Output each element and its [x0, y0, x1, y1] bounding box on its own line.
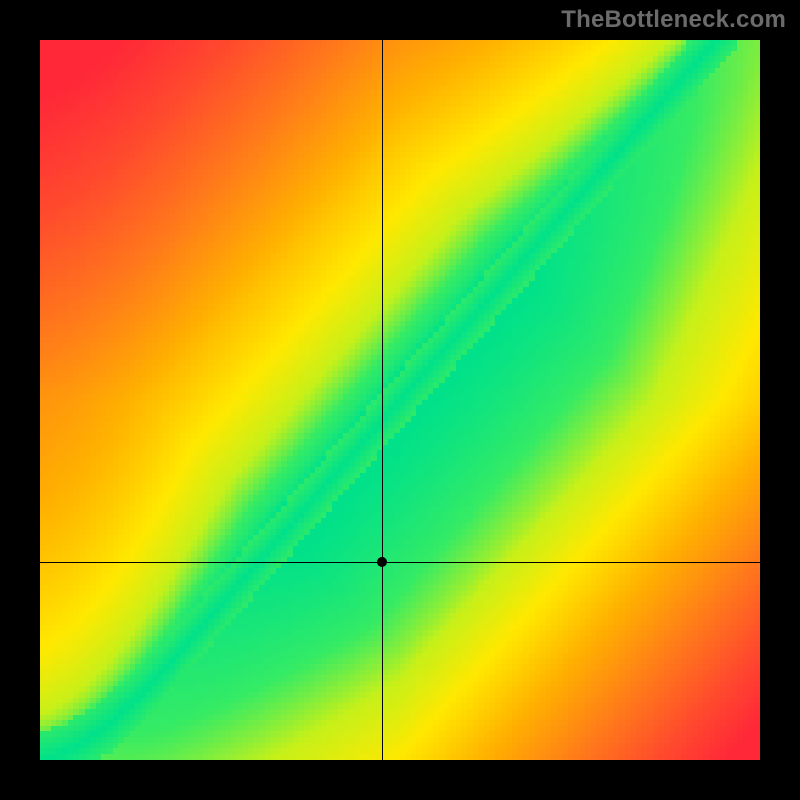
- plot-area: [40, 40, 760, 760]
- figure-frame: TheBottleneck.com: [0, 0, 800, 800]
- bottleneck-heatmap: [40, 40, 760, 760]
- watermark-text: TheBottleneck.com: [561, 6, 786, 34]
